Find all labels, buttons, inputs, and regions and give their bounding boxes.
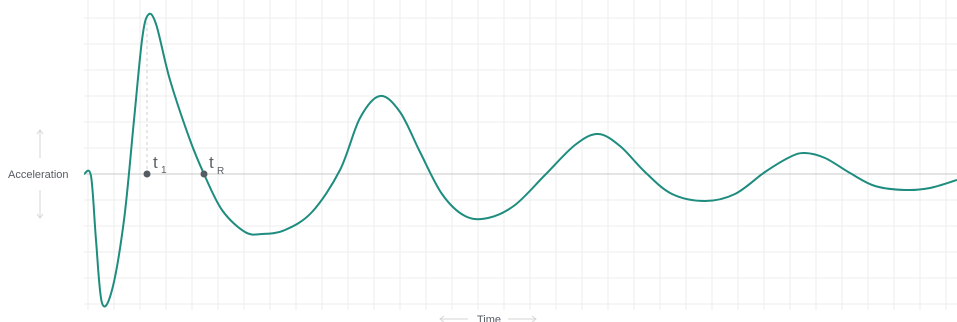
y-axis-up-arrow <box>36 129 44 158</box>
tR-marker-subscript: R <box>217 166 224 177</box>
x-axis-left-arrow <box>439 315 468 322</box>
y-axis-label: Acceleration <box>8 169 69 181</box>
x-axis-label: Time <box>477 314 501 322</box>
tR-marker-label: t <box>209 153 214 172</box>
x-axis-right-arrow <box>508 315 537 322</box>
background-grid <box>84 0 957 310</box>
y-axis-down-arrow <box>36 190 44 219</box>
t1-marker-label: t <box>153 153 158 172</box>
t1-marker-subscript: 1 <box>161 165 167 176</box>
tR-marker-dot <box>200 170 208 178</box>
t1-marker-dot <box>143 170 151 178</box>
acceleration-wave <box>83 12 957 308</box>
